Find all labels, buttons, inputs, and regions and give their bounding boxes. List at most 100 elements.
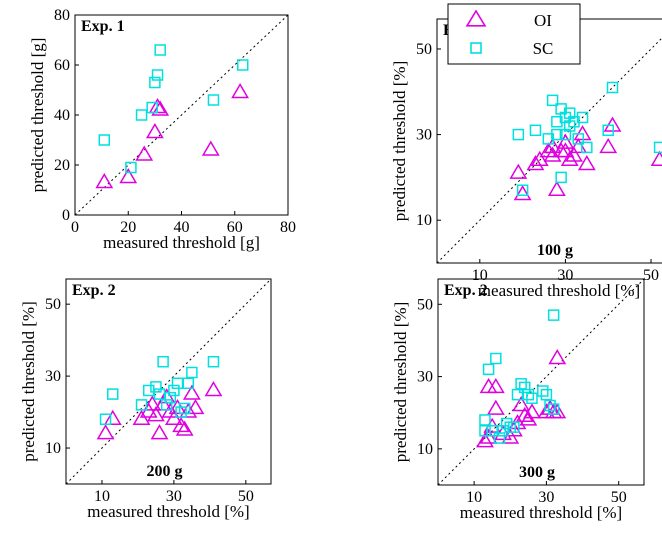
sc-marker bbox=[146, 101, 158, 114]
sc-marker bbox=[207, 355, 220, 368]
sc-marker bbox=[157, 355, 169, 368]
sc-marker bbox=[544, 399, 556, 412]
oi-marker bbox=[512, 396, 531, 412]
sc-marker bbox=[515, 378, 527, 390]
y-tick-label: 10 bbox=[416, 212, 432, 229]
legend-sc-marker bbox=[470, 42, 482, 54]
panel-title: Exp. 2 bbox=[444, 282, 488, 299]
x-tick-label: 60 bbox=[227, 219, 243, 236]
sc-marker bbox=[171, 377, 184, 390]
sc-marker bbox=[98, 134, 111, 146]
oi-marker bbox=[560, 150, 579, 166]
y-tick-label: 50 bbox=[416, 41, 432, 58]
oi-marker bbox=[135, 145, 154, 161]
oi-marker bbox=[182, 384, 201, 400]
sc-marker bbox=[207, 94, 220, 106]
oi-marker bbox=[172, 416, 190, 433]
x-tick-label: 50 bbox=[611, 489, 627, 506]
oi-marker bbox=[147, 406, 165, 422]
x-axis-label: measured threshold [%] bbox=[87, 502, 249, 521]
legend: OI SC bbox=[447, 3, 581, 65]
panel-subtitle: 200 g bbox=[147, 463, 183, 480]
legend-label: OI bbox=[534, 11, 552, 30]
oi-marker bbox=[119, 168, 138, 184]
oi-marker bbox=[204, 381, 223, 397]
sc-marker bbox=[602, 124, 614, 137]
x-tick-label: 30 bbox=[538, 489, 554, 506]
oi-marker bbox=[175, 420, 194, 436]
sc-marker bbox=[529, 124, 542, 137]
sc-marker bbox=[236, 59, 249, 71]
oi-marker bbox=[103, 409, 122, 425]
x-tick-label: 10 bbox=[472, 267, 488, 284]
x-tick-label: 0 bbox=[71, 219, 79, 236]
sc-marker bbox=[508, 421, 520, 433]
legend-label: SC bbox=[533, 39, 554, 58]
x-tick-label: 50 bbox=[643, 267, 659, 284]
oi-marker bbox=[547, 180, 566, 196]
sc-marker bbox=[135, 399, 148, 411]
oi-marker bbox=[486, 377, 505, 394]
sc-marker bbox=[537, 385, 549, 397]
panel-title: Exp. 1 bbox=[81, 18, 125, 35]
y-tick-label: 10 bbox=[45, 440, 61, 457]
sc-marker bbox=[653, 141, 662, 154]
oi-marker bbox=[509, 163, 528, 179]
identity-line bbox=[65, 278, 272, 485]
y-axis-label: predicted threshold [%] bbox=[19, 301, 38, 462]
sc-marker bbox=[486, 425, 498, 437]
legend-box bbox=[447, 3, 581, 65]
sc-marker bbox=[149, 76, 161, 89]
sc-marker bbox=[479, 425, 491, 437]
sc-marker bbox=[576, 111, 589, 124]
y-tick-label: 10 bbox=[417, 441, 433, 458]
y-tick-label: 0 bbox=[62, 207, 70, 224]
x-axis-label: measured threshold [g] bbox=[103, 233, 260, 252]
panel-subtitle: 100 g bbox=[537, 242, 573, 259]
sc-marker bbox=[178, 402, 191, 415]
sc-marker bbox=[493, 432, 506, 444]
x-axis-label: measured threshold [%] bbox=[478, 281, 640, 300]
x-axis-label: measured threshold [%] bbox=[460, 503, 622, 522]
oi-marker bbox=[145, 123, 164, 139]
sc-marker bbox=[482, 363, 495, 376]
x-tick-label: 20 bbox=[120, 219, 136, 236]
x-tick-label: 80 bbox=[280, 219, 296, 236]
x-tick-label: 40 bbox=[174, 219, 190, 236]
oi-marker bbox=[577, 155, 596, 171]
sc-marker bbox=[518, 381, 531, 394]
sc-marker bbox=[99, 413, 112, 426]
y-tick-label: 20 bbox=[54, 157, 70, 174]
identity-line bbox=[437, 278, 645, 486]
oi-marker bbox=[476, 432, 494, 448]
sc-marker bbox=[555, 171, 567, 184]
sc-marker bbox=[175, 406, 187, 418]
sc-marker bbox=[551, 128, 563, 141]
oi-marker bbox=[523, 403, 541, 419]
oi-marker bbox=[201, 140, 220, 156]
y-axis-label: predicted threshold [%] bbox=[391, 302, 410, 463]
sc-marker bbox=[516, 184, 529, 196]
oi-marker bbox=[151, 100, 170, 116]
x-tick-label: 30 bbox=[166, 488, 182, 505]
y-axis-label: predicted threshold [g] bbox=[28, 38, 47, 193]
y-tick-label: 50 bbox=[417, 296, 433, 313]
y-tick-label: 30 bbox=[45, 368, 61, 385]
sc-marker bbox=[540, 388, 553, 401]
sc-marker bbox=[125, 161, 137, 174]
axes-frame bbox=[437, 278, 645, 486]
sc-marker bbox=[522, 388, 535, 401]
sc-marker bbox=[500, 417, 513, 430]
y-tick-label: 60 bbox=[54, 57, 70, 74]
sc-marker bbox=[512, 128, 525, 141]
sc-marker bbox=[151, 69, 164, 81]
oi-marker bbox=[548, 349, 567, 365]
sc-marker bbox=[511, 388, 524, 401]
sc-marker bbox=[182, 377, 195, 390]
y-tick-label: 30 bbox=[417, 369, 433, 386]
sc-marker bbox=[107, 388, 119, 400]
oi-marker bbox=[186, 398, 205, 415]
panel-title: Exp. 2 bbox=[72, 282, 116, 299]
